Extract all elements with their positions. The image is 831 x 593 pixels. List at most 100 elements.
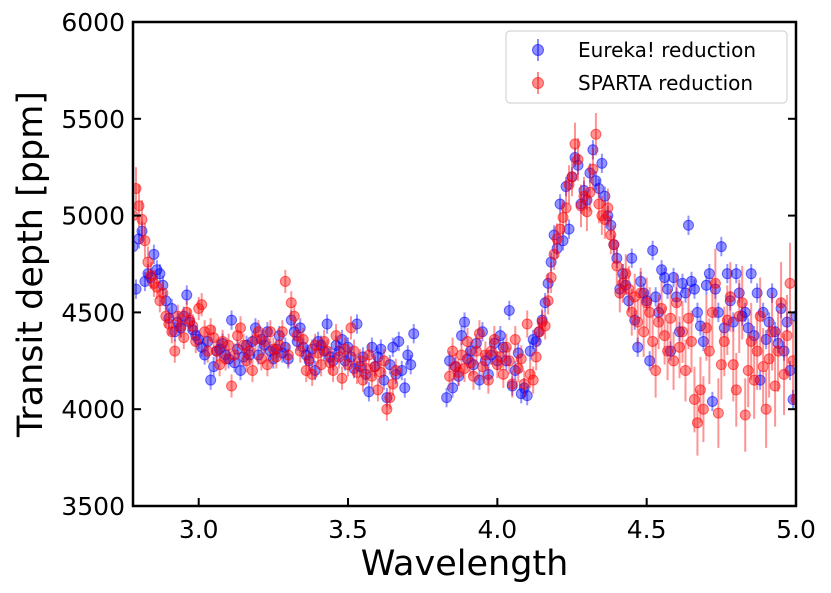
data-point: [539, 297, 551, 309]
data-point: [593, 198, 605, 210]
data-point: [647, 244, 659, 256]
data-point: [503, 355, 515, 367]
data-point: [623, 283, 635, 295]
data-point: [294, 345, 306, 357]
data-point: [730, 268, 742, 280]
x-tick-label: 4.5: [627, 515, 667, 544]
data-point: [623, 295, 635, 307]
data-point: [402, 349, 414, 361]
data-point: [775, 303, 787, 315]
data-point: [473, 328, 485, 340]
data-point: [665, 312, 677, 324]
data-point: [279, 275, 291, 287]
data-point: [650, 291, 662, 303]
data-point: [232, 343, 244, 355]
data-point: [354, 355, 366, 367]
data-point: [590, 128, 602, 140]
legend-entry-eureka: Eureka! reduction: [532, 38, 756, 62]
data-point: [760, 403, 772, 415]
data-point: [381, 392, 393, 404]
series-1: [133, 112, 796, 456]
data-point: [730, 384, 742, 396]
data-point: [748, 330, 760, 342]
data-point: [724, 295, 736, 307]
data-point: [530, 351, 542, 363]
data-point: [139, 235, 151, 247]
data-point: [226, 314, 238, 326]
data-point: [674, 341, 686, 353]
data-point: [378, 355, 390, 367]
data-point: [688, 394, 700, 406]
data-point: [787, 394, 796, 406]
data-point: [721, 314, 733, 326]
data-point: [470, 337, 482, 349]
data-point: [626, 306, 638, 318]
data-point: [557, 235, 569, 247]
data-point: [300, 364, 312, 376]
data-point: [387, 378, 399, 390]
data-point: [187, 324, 199, 336]
data-point: [515, 353, 527, 365]
x-tick-label: 5.0: [776, 515, 816, 544]
data-point: [644, 355, 656, 367]
data-point: [208, 361, 220, 373]
legend-marker: [532, 77, 544, 89]
data-point: [390, 364, 402, 376]
data-points: [133, 112, 796, 456]
data-point: [769, 326, 781, 338]
data-point: [581, 206, 593, 218]
data-point: [680, 364, 691, 376]
data-point: [226, 380, 238, 392]
data-point: [261, 326, 273, 338]
legend-label: SPARTA reduction: [578, 71, 753, 95]
data-point: [560, 181, 572, 193]
data-point: [276, 326, 288, 338]
data-point: [333, 345, 345, 357]
data-point: [166, 326, 178, 338]
data-point: [444, 370, 456, 382]
data-point: [674, 326, 686, 338]
data-point: [315, 359, 327, 371]
data-point: [485, 345, 497, 357]
data-point: [769, 380, 781, 392]
data-point: [199, 326, 211, 338]
y-tick-label: 4000: [61, 395, 125, 424]
data-point: [569, 138, 581, 150]
data-point: [220, 353, 232, 365]
data-point: [178, 332, 190, 344]
data-point: [518, 378, 530, 390]
data-point: [542, 277, 554, 289]
data-point: [677, 277, 689, 289]
data-point: [461, 335, 473, 347]
data-point: [136, 225, 148, 237]
data-point: [393, 335, 405, 347]
data-point: [697, 403, 709, 415]
data-point: [136, 213, 148, 225]
data-point: [671, 291, 683, 303]
data-point: [712, 306, 724, 318]
data-point: [342, 341, 354, 353]
data-point: [772, 337, 784, 349]
data-point: [677, 326, 689, 338]
data-point: [450, 361, 462, 373]
data-point: [345, 322, 357, 334]
data-point: [521, 390, 533, 402]
data-point: [282, 349, 294, 361]
data-point: [760, 334, 772, 346]
plot-frame: [131, 20, 798, 508]
data-point: [384, 392, 396, 404]
data-point: [772, 345, 784, 357]
data-point: [512, 347, 524, 359]
x-tick-label: 4.0: [477, 515, 517, 544]
data-point: [524, 368, 536, 380]
data-point: [229, 357, 241, 369]
y-tick-label: 3500: [61, 492, 125, 521]
data-point: [787, 355, 796, 367]
data-point: [288, 310, 300, 322]
data-point: [715, 241, 727, 253]
data-point: [671, 297, 683, 309]
data-point: [620, 268, 632, 280]
data-point: [736, 297, 748, 309]
data-point: [578, 190, 590, 202]
